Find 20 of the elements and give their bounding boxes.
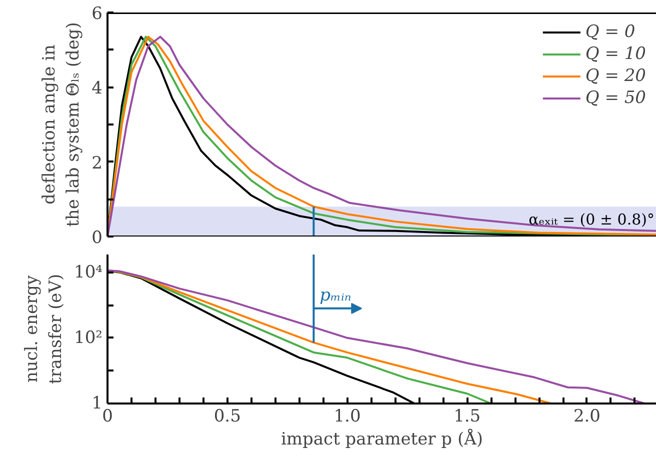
legend-label: Q = 0 [585,22,636,42]
x-tick-label: 1.5 [454,406,481,426]
x-tick-label: 2.0 [573,406,601,426]
legend-label: Q = 50 [585,88,646,108]
y-tick-label: 0 [92,228,103,248]
y-tick-label: 10² [74,328,103,348]
x-tick-label: 1.0 [334,406,361,426]
legend-label: Q = 20 [585,66,646,86]
y-axis-title: nucl. energy transfer (eV) [22,274,66,384]
legend-label: Q = 10 [585,44,646,64]
y-tick-label: 1 [92,394,103,414]
y-tick-label: 4 [92,78,103,99]
x-axis-title: impact parameter p (Å) [280,428,484,450]
y-tick-label: 2 [92,153,103,174]
x-tick-label: 0.5 [214,406,241,426]
y-tick-label: 10⁴ [74,262,103,282]
annotation: αₑₓᵢₜ = (0 ± 0.8)° [528,210,655,229]
y-axis-title: deflection angle in the lab system Θₗₛ (deg) [40,22,84,227]
y-tick-label: 6 [92,4,103,24]
annotation: pₘᵢₙ [320,285,352,306]
